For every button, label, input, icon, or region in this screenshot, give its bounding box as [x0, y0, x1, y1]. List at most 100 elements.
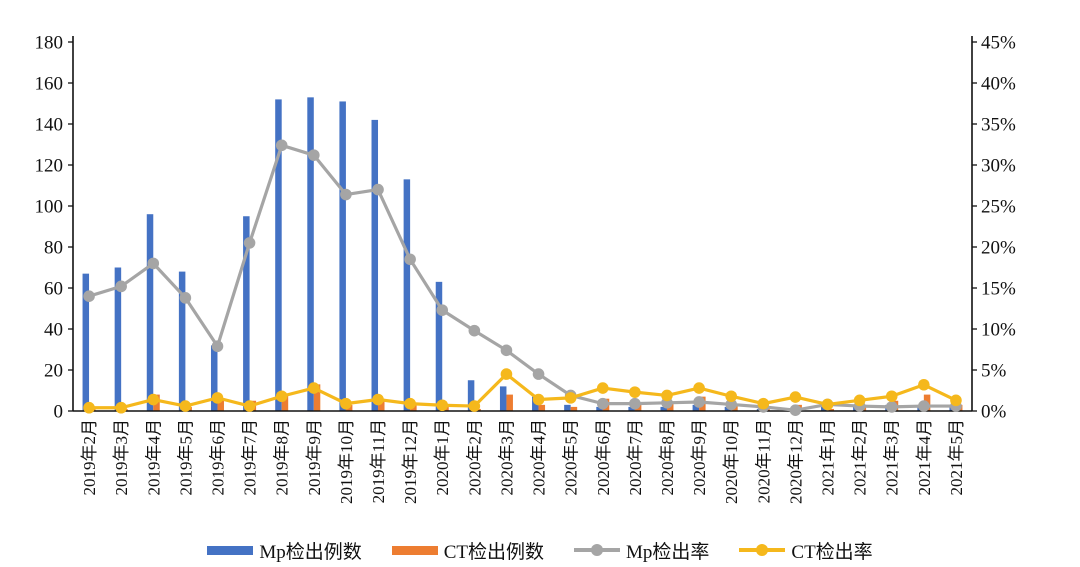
right-tick-label-0: 0% — [981, 402, 1007, 423]
right-tick-label-3: 15% — [981, 279, 1016, 300]
x-tick-label-16: 2020年6月 — [594, 419, 613, 496]
bar-mp-count-11 — [435, 281, 443, 411]
bar-mp-count-19 — [692, 404, 700, 411]
chart: 0 20 40 60 80 100 120 140 160 180 0% 5% 10% 15% 20% 25… — [35, 33, 1017, 505]
x-tick-label-22: 2020年12月 — [786, 419, 805, 504]
point-mp-rate-17 — [629, 397, 641, 410]
point-ct-rate-17 — [629, 386, 641, 398]
x-tick-label-21: 2020年11月 — [754, 419, 773, 503]
bar-mp-count-10 — [403, 179, 411, 411]
legend-item-ct-count: CT检出例数 — [391, 537, 544, 564]
legend-label-ct-count: CT检出例数 — [443, 541, 544, 563]
bar-mp-count-4 — [210, 345, 218, 411]
point-mp-rate-16 — [596, 397, 609, 410]
point-ct-rate-7 — [308, 382, 320, 394]
point-mp-rate-19 — [693, 396, 705, 408]
bar-ct-count-6 — [281, 394, 289, 411]
point-ct-rate-11 — [436, 399, 449, 412]
bar-mp-count-2 — [146, 214, 154, 411]
point-ct-rate-27 — [950, 394, 962, 407]
point-ct-rate-24 — [853, 394, 866, 407]
right-tick-label-5: 25% — [981, 197, 1016, 218]
point-ct-rate-2 — [147, 393, 160, 406]
x-tick-label-17: 2020年7月 — [626, 419, 645, 496]
point-ct-rate-18 — [661, 389, 673, 402]
point-mp-rate-22 — [789, 404, 802, 416]
bar-ct-count-14 — [538, 404, 546, 411]
bar-mp-count-7 — [307, 97, 314, 411]
bar-mp-count-17 — [628, 406, 635, 411]
legend-item-ct-rate: CT检出率 — [739, 537, 873, 564]
x-tick-label-3: 2019年5月 — [176, 419, 195, 496]
point-ct-rate-25 — [885, 390, 898, 403]
point-ct-rate-1 — [115, 401, 127, 414]
bar-mp-count-1 — [114, 267, 122, 411]
x-axis-labels: 2019年2月 2019年3月 2019年4月 2019年5月 2019年6月 2019年… — [80, 419, 966, 504]
left-tick-label-1: 20 — [44, 361, 63, 382]
left-tick-label-2: 40 — [44, 320, 63, 341]
legend-swatch-ct-rate — [739, 543, 786, 557]
x-tick-label-8: 2019年10月 — [337, 419, 356, 504]
point-ct-rate-0 — [83, 401, 95, 414]
x-tick-label-23: 2021年1月 — [819, 419, 838, 496]
point-mp-rate-12 — [468, 324, 481, 337]
x-tick-label-0: 2019年2月 — [80, 419, 99, 496]
point-mp-rate-3 — [179, 292, 192, 304]
point-ct-rate-9 — [372, 393, 384, 406]
x-tick-label-13: 2020年3月 — [497, 419, 516, 496]
x-tick-label-11: 2020年1月 — [433, 419, 452, 496]
x-tick-label-2: 2019年4月 — [144, 419, 163, 496]
x-tick-label-5: 2019年7月 — [241, 419, 260, 496]
x-tick-label-19: 2020年9月 — [690, 419, 709, 496]
x-tick-label-12: 2020年2月 — [465, 419, 484, 496]
point-ct-rate-13 — [500, 368, 513, 380]
line-ct-rate — [89, 372, 957, 410]
x-tick-label-4: 2019年6月 — [208, 419, 227, 496]
legend-item-mp-rate: Mp检出率 — [574, 537, 709, 564]
right-tick-label-8: 40% — [981, 74, 1016, 95]
left-tick-label-5: 100 — [35, 197, 64, 218]
point-ct-rate-3 — [179, 400, 192, 412]
line-mp-rate — [88, 143, 956, 412]
point-ct-rate-14 — [532, 393, 545, 406]
right-tick-label-7: 35% — [981, 115, 1016, 136]
point-ct-rate-23 — [821, 398, 834, 411]
point-mp-rate-0 — [83, 290, 95, 303]
x-tick-label-24: 2021年2月 — [851, 419, 870, 496]
bar-mp-count-18 — [660, 406, 667, 411]
point-mp-rate-7 — [308, 149, 320, 161]
point-mp-rate-14 — [532, 368, 545, 380]
left-tick-label-8: 160 — [35, 74, 64, 95]
bar-ct-count-15 — [570, 406, 578, 411]
point-mp-rate-20 — [725, 398, 737, 411]
right-tick-label-2: 10% — [981, 320, 1016, 341]
legend-label-mp-rate: Mp检出率 — [626, 541, 710, 563]
legend-swatch-mp-count — [207, 545, 254, 555]
left-tick-label-9: 180 — [35, 33, 64, 54]
bar-mp-count-0 — [82, 273, 90, 411]
bar-mp-count-16 — [596, 406, 603, 411]
axes-layer — [72, 36, 973, 412]
bar-mp-count-8 — [339, 101, 346, 411]
bar-mp-count-9 — [371, 119, 379, 412]
point-mp-rate-11 — [436, 304, 449, 316]
point-ct-rate-8 — [340, 397, 352, 410]
point-mp-rate-6 — [275, 139, 288, 152]
point-mp-rate-26 — [918, 400, 930, 412]
point-ct-rate-4 — [211, 392, 224, 404]
left-tick-label-4: 80 — [44, 238, 63, 259]
x-tick-label-1: 2019年3月 — [112, 419, 131, 496]
point-mp-rate-25 — [885, 401, 898, 413]
point-mp-rate-9 — [372, 183, 384, 196]
bar-ct-count-7 — [313, 384, 321, 411]
x-tick-label-10: 2019年12月 — [401, 419, 420, 504]
x-tick-label-18: 2020年8月 — [658, 419, 677, 496]
point-mp-rate-8 — [340, 188, 352, 201]
point-ct-rate-16 — [596, 382, 609, 394]
legend-label-mp-count: Mp检出例数 — [259, 541, 362, 563]
point-mp-rate-5 — [243, 237, 256, 249]
legend-swatch-mp-rate — [574, 543, 620, 557]
lines-layer — [83, 139, 962, 416]
x-tick-label-15: 2020年5月 — [562, 419, 581, 496]
x-tick-label-7: 2019年9月 — [305, 419, 324, 496]
